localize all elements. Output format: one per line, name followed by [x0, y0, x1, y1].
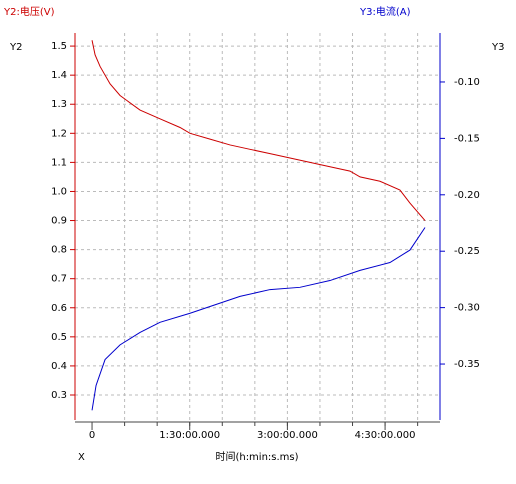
y-tick-label: 0.8 — [51, 245, 67, 256]
y2-tick-label: -0.10 — [454, 77, 480, 88]
series-line — [91, 40, 426, 221]
y-axis-name: Y2 — [9, 42, 22, 53]
y2-tick-label: -0.20 — [454, 190, 480, 201]
y2-tick-label: -0.30 — [454, 303, 480, 314]
y-tick-label: 1.3 — [51, 99, 67, 110]
y2-tick-label: -0.25 — [454, 246, 480, 257]
y-tick-label: 1.1 — [51, 157, 67, 168]
y-tick-label: 1.0 — [51, 186, 67, 197]
series-line — [91, 227, 426, 411]
y2-axis-label: Y3:电流(A) — [359, 5, 411, 18]
y-axis-label: Y2:电压(V) — [3, 5, 55, 18]
x-tick-label: 0 — [89, 430, 95, 441]
y-tick-label: 0.3 — [51, 390, 67, 401]
y-tick-label: 0.4 — [51, 361, 67, 372]
y2-axis-name: Y3 — [491, 42, 504, 53]
x-tick-label: 1:30:00.000 — [159, 430, 220, 441]
y-tick-label: 0.6 — [51, 303, 67, 314]
y-tick-label: 1.2 — [51, 128, 67, 139]
y2-tick-label: -0.35 — [454, 359, 480, 370]
x-axis-label: 时间(h:min:s.ms) — [215, 450, 298, 463]
x-axis-name: X — [78, 452, 85, 463]
y-tick-label: 1.4 — [51, 70, 67, 81]
y-tick-label: 1.5 — [51, 41, 67, 52]
y-tick-label: 0.9 — [51, 216, 67, 227]
y-tick-label: 0.7 — [51, 274, 67, 285]
x-tick-label: 3:00:00.000 — [257, 430, 318, 441]
y2-tick-label: -0.15 — [454, 133, 480, 144]
x-tick-label: 4:30:00.000 — [355, 430, 416, 441]
y-tick-label: 0.5 — [51, 332, 67, 343]
